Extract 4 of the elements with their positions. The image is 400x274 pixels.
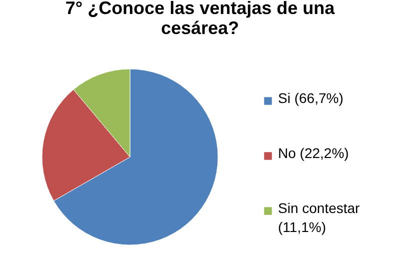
legend-label: Sin contestar (11,1%)	[278, 200, 360, 235]
chart-title: 7° ¿Conoce las ventajas de una cesárea?	[65, 0, 336, 38]
legend-label: No (22,2%)	[278, 145, 349, 161]
legend-label: Si (66,7%)	[278, 90, 344, 106]
